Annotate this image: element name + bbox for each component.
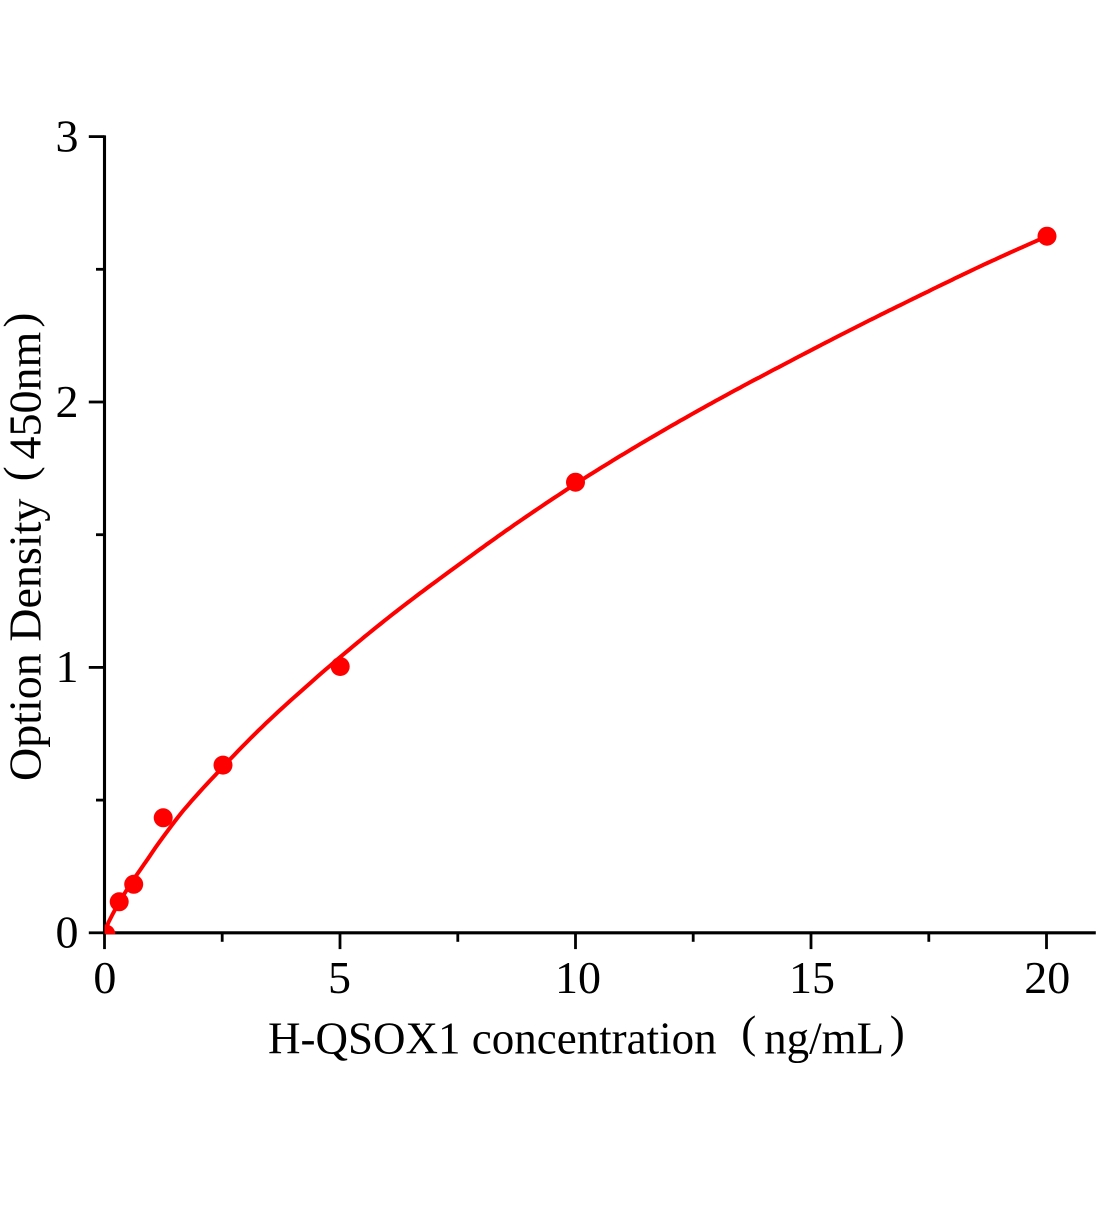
svg-text:5: 5	[328, 952, 351, 1003]
svg-text:): )	[0, 313, 45, 328]
svg-text:20: 20	[1024, 952, 1070, 1003]
svg-text:2: 2	[56, 376, 79, 427]
svg-text:Option Density: Option Density	[0, 499, 51, 781]
svg-text:ng/mL: ng/mL	[764, 1014, 884, 1064]
svg-text:(: (	[0, 466, 45, 481]
svg-text:(: (	[741, 1007, 756, 1057]
svg-text:0: 0	[56, 907, 79, 958]
svg-text:H-QSOX1 concentration: H-QSOX1 concentration	[268, 1014, 717, 1064]
svg-text:): )	[890, 1007, 905, 1057]
svg-text:3: 3	[56, 110, 79, 161]
svg-text:15: 15	[789, 952, 835, 1003]
svg-text:0: 0	[93, 952, 116, 1003]
svg-text:10: 10	[555, 952, 601, 1003]
svg-text:1: 1	[56, 641, 79, 692]
svg-text:450nm: 450nm	[0, 332, 51, 460]
